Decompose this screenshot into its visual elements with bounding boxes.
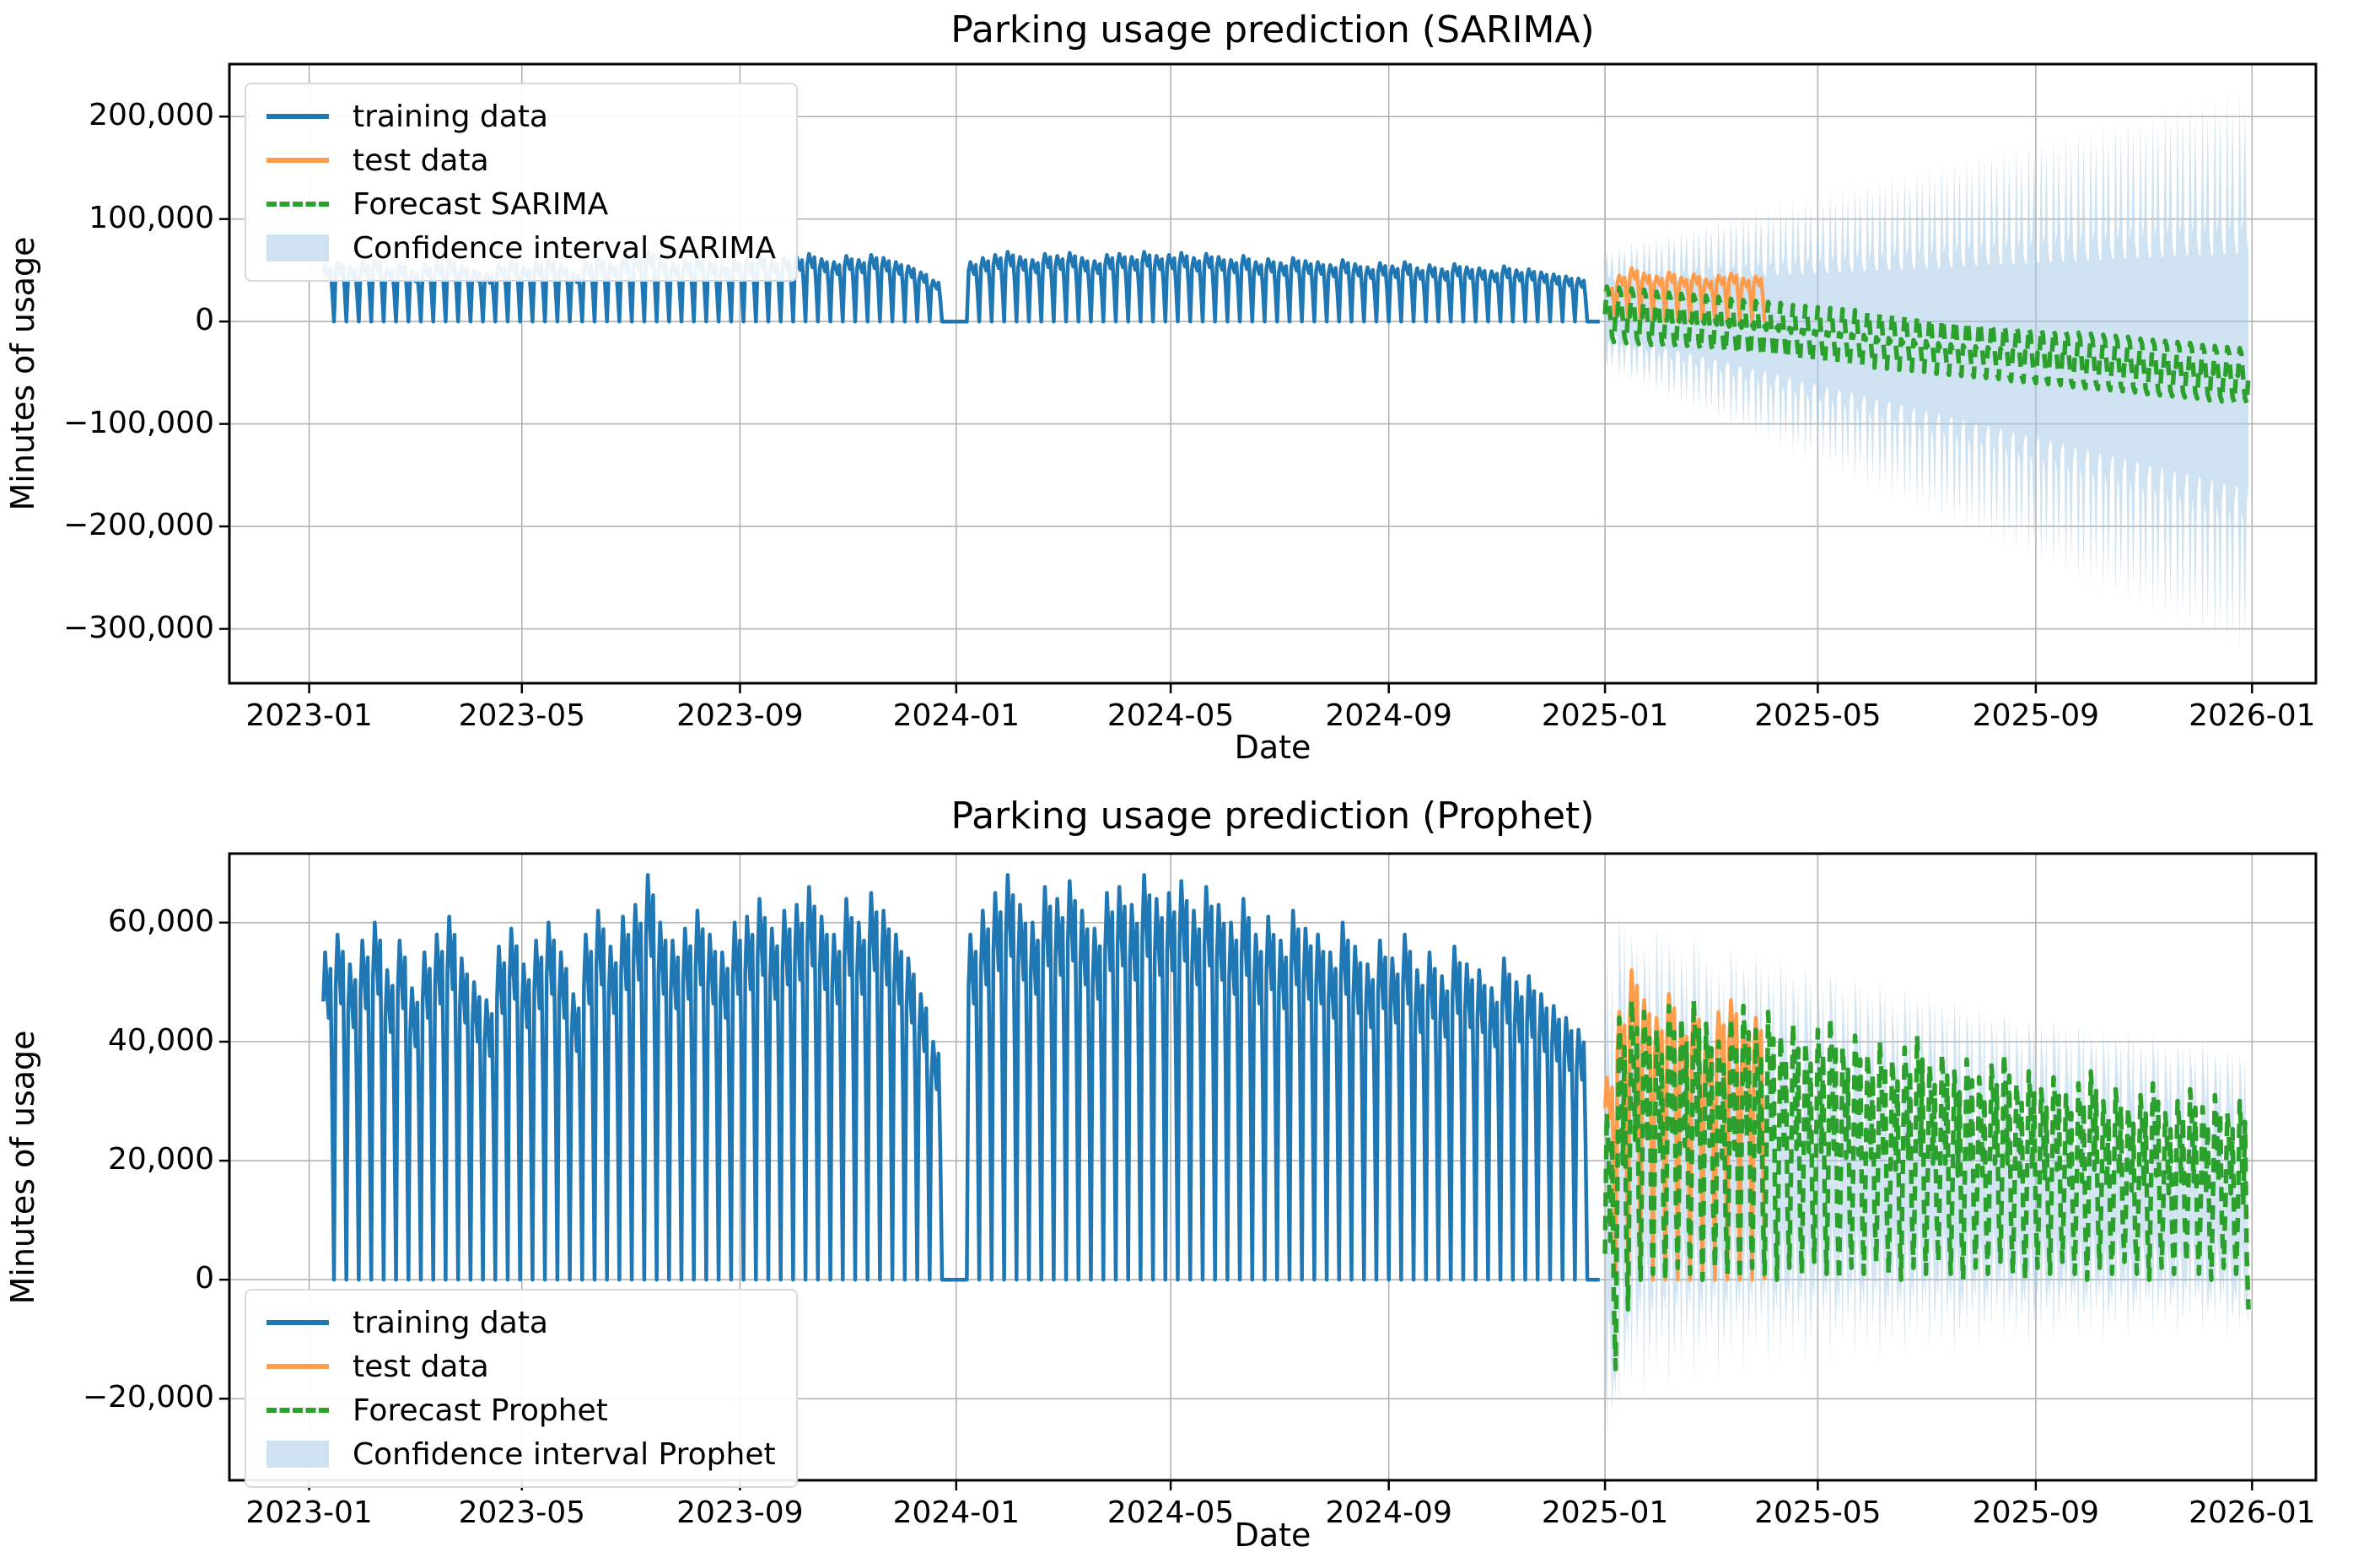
- legend-item-forecast: Forecast Prophet: [267, 1388, 776, 1432]
- prophet-legend: training data test data Forecast Prophet…: [245, 1289, 798, 1488]
- legend-item-confidence: Confidence interval SARIMA: [267, 226, 776, 270]
- training-line-swatch-icon: [267, 114, 329, 119]
- legend-label: training data: [353, 100, 548, 134]
- prophet-chart-title: Parking usage prediction (Prophet): [229, 795, 2316, 838]
- legend-label: training data: [353, 1306, 548, 1340]
- y-axis-label: Minutes of usage: [4, 1030, 41, 1304]
- test-line-swatch-icon: [267, 158, 329, 163]
- legend-item-test: test data: [267, 1344, 776, 1388]
- legend-label: Confidence interval SARIMA: [353, 231, 776, 266]
- legend-item-forecast: Forecast SARIMA: [267, 182, 776, 226]
- legend-label: Forecast Prophet: [353, 1393, 608, 1428]
- sarima-legend: training data test data Forecast SARIMA …: [245, 83, 798, 282]
- y-axis-label: Minutes of usage: [4, 236, 41, 510]
- forecast-dashed-swatch-icon: [267, 1408, 329, 1413]
- legend-label: test data: [353, 143, 489, 178]
- legend-label: test data: [353, 1350, 489, 1384]
- sarima-x-axis-label: Date: [229, 729, 2316, 766]
- prophet-training-line: [323, 875, 1599, 1280]
- legend-item-test: test data: [267, 138, 776, 182]
- legend-label: Confidence interval Prophet: [353, 1437, 776, 1472]
- sarima-chart-title: Parking usage prediction (SARIMA): [229, 8, 2316, 52]
- confidence-patch-swatch-icon: [267, 234, 329, 261]
- sarima-confidence-band: [1605, 92, 2248, 649]
- prophet-x-axis-label: Date: [229, 1517, 2316, 1554]
- test-line-swatch-icon: [267, 1364, 329, 1369]
- legend-item-training: training data: [267, 94, 776, 138]
- training-line-swatch-icon: [267, 1320, 329, 1325]
- confidence-patch-swatch-icon: [267, 1441, 329, 1468]
- legend-item-training: training data: [267, 1301, 776, 1344]
- legend-item-confidence: Confidence interval Prophet: [267, 1432, 776, 1476]
- legend-label: Forecast SARIMA: [353, 187, 608, 222]
- forecast-dashed-swatch-icon: [267, 202, 329, 207]
